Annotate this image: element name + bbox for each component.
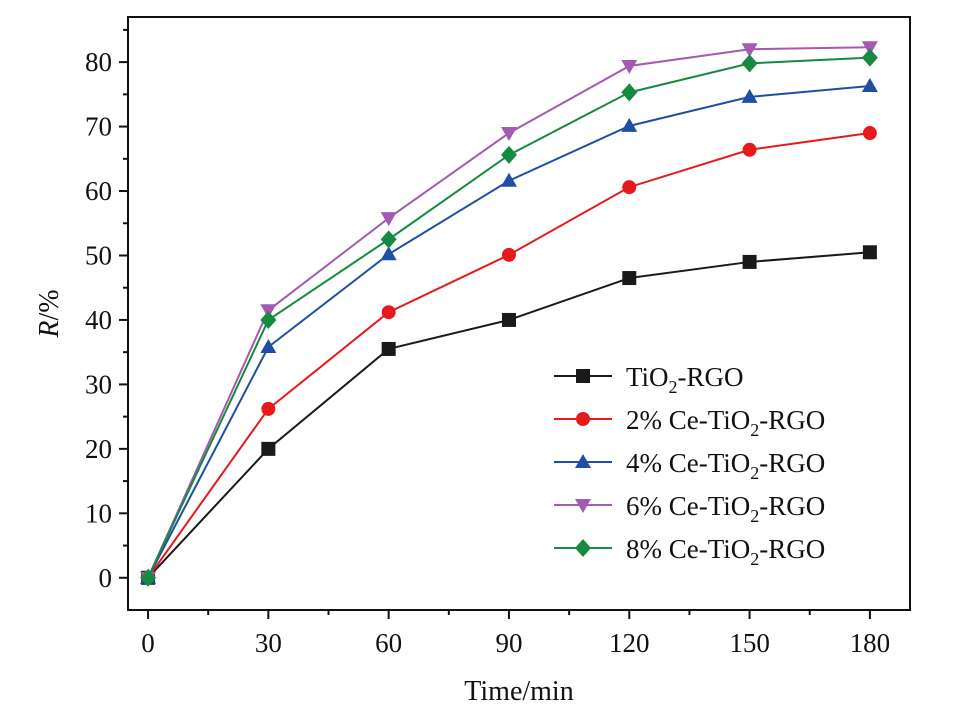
y-axis-label-unit: /% bbox=[34, 289, 65, 320]
x-axis-label: Time/min bbox=[464, 676, 573, 707]
data-point bbox=[380, 230, 397, 249]
data-point bbox=[260, 310, 277, 329]
data-point bbox=[622, 271, 637, 286]
data-point bbox=[261, 401, 276, 416]
x-tick-label: 150 bbox=[729, 628, 770, 658]
series-layer bbox=[140, 41, 878, 587]
x-tick-label: 30 bbox=[255, 628, 282, 658]
data-point bbox=[500, 172, 517, 187]
legend-label: 2% Ce-TiO2-RGO bbox=[626, 405, 825, 440]
data-point bbox=[621, 59, 638, 74]
data-point bbox=[380, 212, 397, 227]
data-point bbox=[862, 126, 877, 141]
data-point bbox=[741, 54, 758, 73]
data-point bbox=[500, 127, 517, 142]
y-axis-label-variable: R bbox=[34, 321, 65, 339]
x-tick-label: 0 bbox=[141, 628, 155, 658]
data-point bbox=[621, 83, 638, 102]
y-tick-label: 60 bbox=[85, 176, 112, 206]
x-tick-label: 60 bbox=[375, 628, 402, 658]
data-point bbox=[861, 48, 878, 67]
data-point bbox=[741, 88, 758, 103]
y-tick-label: 40 bbox=[85, 305, 112, 335]
data-point bbox=[621, 117, 638, 132]
legend-marker bbox=[575, 539, 591, 557]
legend-marker bbox=[576, 369, 590, 383]
y-axis-ticks: 0 10 20 30 40 50 60 70 80 bbox=[85, 28, 128, 593]
legend-entry: 4% Ce-TiO2-RGO bbox=[554, 448, 825, 483]
data-point bbox=[381, 305, 396, 320]
y-tick-label: 80 bbox=[85, 47, 112, 77]
legend-marker bbox=[576, 412, 590, 426]
legend-label: 4% Ce-TiO2-RGO bbox=[626, 448, 825, 483]
data-point bbox=[260, 339, 277, 354]
data-point bbox=[622, 180, 637, 195]
series-5 bbox=[140, 48, 878, 587]
x-tick-label: 180 bbox=[850, 628, 891, 658]
data-point bbox=[741, 43, 758, 58]
legend-entry: 8% Ce-TiO2-RGO bbox=[554, 534, 825, 569]
y-tick-label: 50 bbox=[85, 240, 112, 270]
legend-entry: 6% Ce-TiO2-RGO bbox=[554, 491, 825, 526]
y-tick-label: 0 bbox=[99, 563, 113, 593]
y-axis-label: R/% bbox=[34, 289, 65, 338]
legend-label: 8% Ce-TiO2-RGO bbox=[626, 534, 825, 569]
legend-marker bbox=[575, 454, 591, 468]
y-tick-label: 10 bbox=[85, 498, 112, 528]
series-3 bbox=[140, 77, 878, 584]
legend-entry: TiO2-RGO bbox=[554, 362, 744, 397]
y-tick-label: 30 bbox=[85, 369, 112, 399]
data-point bbox=[140, 568, 157, 587]
legend: TiO2-RGO 2% Ce-TiO2-RGO 4% Ce-TiO2-RGO 6% C… bbox=[554, 362, 825, 569]
y-tick-label: 70 bbox=[85, 112, 112, 142]
data-point bbox=[501, 247, 516, 262]
plot-frame bbox=[127, 16, 911, 611]
plot-area bbox=[127, 16, 911, 611]
data-point bbox=[742, 142, 757, 157]
data-point bbox=[500, 145, 517, 164]
x-tick-label: 120 bbox=[609, 628, 650, 658]
data-point bbox=[862, 245, 877, 260]
legend-marker bbox=[575, 499, 591, 513]
y-tick-label: 20 bbox=[85, 434, 112, 464]
data-point bbox=[261, 441, 276, 456]
x-tick-label: 90 bbox=[495, 628, 522, 658]
legend-label: TiO2-RGO bbox=[626, 362, 744, 397]
data-point bbox=[861, 41, 878, 56]
data-point bbox=[742, 254, 757, 269]
x-axis-ticks: 0 30 60 90 120 150 180 bbox=[141, 610, 890, 658]
data-point bbox=[380, 246, 397, 261]
data-point bbox=[861, 77, 878, 92]
data-point bbox=[381, 341, 396, 356]
legend-label: 6% Ce-TiO2-RGO bbox=[626, 491, 825, 526]
data-point bbox=[501, 312, 516, 327]
legend-entry: 2% Ce-TiO2-RGO bbox=[554, 405, 825, 440]
